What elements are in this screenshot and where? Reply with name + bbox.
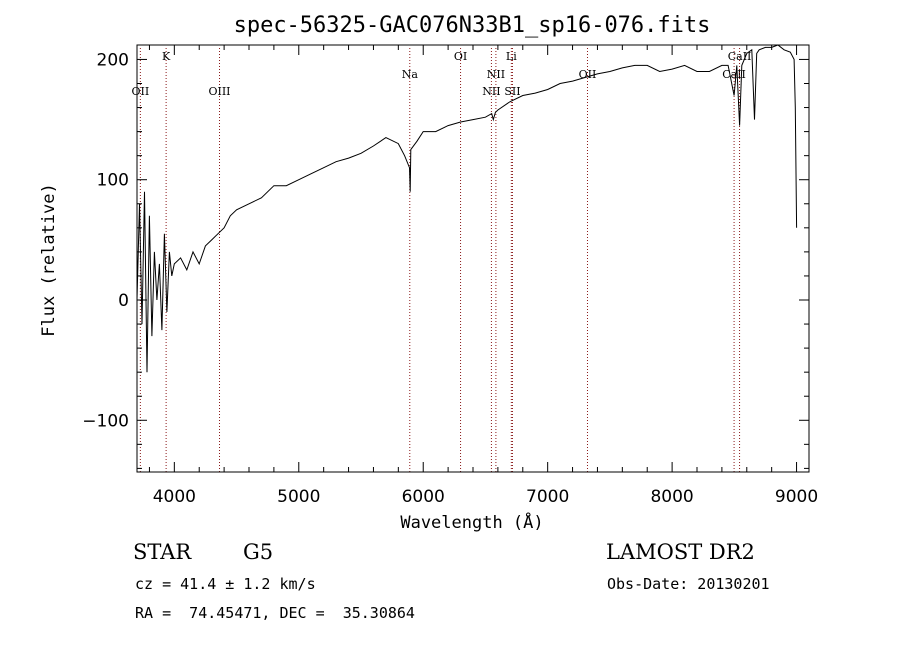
marker-label: NII xyxy=(482,85,500,98)
coordinates: RA = 74.45471, DEC = 35.30864 xyxy=(135,604,415,622)
marker-label: CaII xyxy=(728,50,752,63)
x-tick-label: 5000 xyxy=(277,487,320,507)
x-tick-label: 6000 xyxy=(402,487,445,507)
object-class: STAR xyxy=(133,540,192,564)
marker-label: Na xyxy=(402,68,419,81)
plot-frame xyxy=(136,44,810,473)
observation-date: Obs-Date: 20130201 xyxy=(607,575,770,593)
y-axis-label: Flux (relative) xyxy=(39,183,59,337)
x-tick-label: 4000 xyxy=(153,487,196,507)
y-tick-label: −100 xyxy=(82,411,129,431)
spectrum-line xyxy=(136,44,798,373)
y-tick-label: 0 xyxy=(118,291,129,311)
y-tick-label: 100 xyxy=(97,171,129,191)
marker-label: OIII xyxy=(208,85,230,98)
object-subclass: G5 xyxy=(243,540,274,564)
y-tick-label: 200 xyxy=(97,50,129,70)
redshift-value: cz = 41.4 ± 1.2 km/s xyxy=(135,575,316,593)
marker-label: OI xyxy=(454,50,467,63)
chart-title: spec-56325-GAC076N33B1_sp16-076.fits xyxy=(234,13,711,38)
marker-label: NII xyxy=(487,68,505,81)
marker-label: OII xyxy=(132,85,150,98)
x-tick-label: 7000 xyxy=(526,487,569,507)
survey-name: LAMOST DR2 xyxy=(606,540,755,564)
x-tick-label: 8000 xyxy=(650,487,693,507)
marker-label: SII xyxy=(504,85,520,98)
x-axis-label: Wavelength (Å) xyxy=(400,511,543,533)
marker-label: CaII xyxy=(722,68,746,81)
marker-label: Li xyxy=(506,50,517,63)
x-tick-label: 9000 xyxy=(775,487,818,507)
axis-ticks: 4000 5000 6000 7000 8000 9000 −100 0 100 200 xyxy=(82,45,818,507)
marker-label: K xyxy=(162,50,171,63)
